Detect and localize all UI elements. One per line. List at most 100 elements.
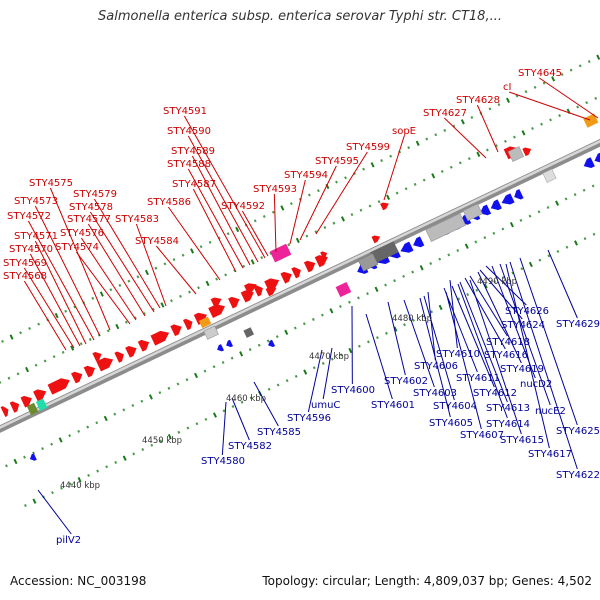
track-dot — [275, 335, 279, 339]
gene-label-lower: STY4625 — [556, 426, 600, 437]
forward-gene-arrow — [380, 202, 389, 211]
track-dot — [582, 188, 586, 192]
track-dot — [520, 267, 524, 271]
lower-label-leader — [547, 249, 578, 319]
reverse-gene-arrow — [226, 339, 233, 348]
track-dot — [28, 326, 32, 330]
kbp-tick-label: 4490 kbp — [477, 277, 517, 287]
grey-feature-block — [425, 213, 467, 242]
track-dot — [136, 275, 140, 279]
lower-label-leader — [423, 295, 455, 401]
track-dot — [403, 323, 406, 327]
track-dot — [330, 357, 334, 361]
track-dot — [222, 409, 226, 413]
reverse-gene-arrow — [217, 344, 224, 352]
track-dot — [32, 498, 37, 504]
upper-label-leader — [508, 91, 591, 121]
track-dot — [0, 380, 2, 384]
track-dot — [167, 433, 172, 440]
upper-label-leader — [187, 168, 244, 269]
upper-label-leader — [23, 267, 75, 349]
track-dot — [528, 214, 532, 218]
track-dot — [359, 208, 363, 212]
track-dot — [52, 355, 56, 359]
kbp-tick-labels: 4440 kbp 4450 kbp 4460 kbp 4470 kbp 4480 kbp… — [60, 277, 517, 491]
grey-feature-block — [542, 168, 557, 183]
track-dot — [43, 359, 47, 363]
gene-label-upper: STY4594 — [284, 170, 328, 181]
track-dot — [329, 308, 334, 314]
track-dot — [215, 277, 219, 281]
track-dot — [564, 197, 568, 201]
track-dot — [377, 200, 381, 204]
track-dot — [124, 320, 128, 324]
gene-label-upper: STY4579 — [73, 189, 117, 200]
track-dot — [558, 114, 561, 118]
gene-label-lower: STY4607 — [460, 430, 504, 441]
label-leader-lines — [23, 77, 599, 535]
gene-label-upper: STY4571 — [14, 231, 58, 242]
upper-label-leader — [183, 115, 266, 259]
upper-label-leader — [93, 198, 161, 309]
track-dot — [431, 173, 436, 179]
pink-feature-block — [269, 243, 292, 263]
track-dot — [205, 280, 210, 287]
forward-gene-arrow — [314, 255, 328, 268]
track-dot — [68, 434, 72, 438]
lower-label-leader — [499, 263, 551, 406]
track-dot — [163, 262, 167, 266]
forward-gene-arrow — [9, 401, 20, 413]
track-dot — [240, 400, 244, 404]
track-dot — [464, 243, 469, 249]
track-dot — [340, 216, 345, 222]
track-dot — [158, 391, 162, 395]
track-dot — [170, 299, 173, 303]
track-dot — [7, 376, 11, 380]
track-dot — [61, 350, 65, 354]
accession-text: Accession: NC_003198 — [10, 574, 147, 588]
track-dot — [208, 240, 212, 244]
track-dot — [13, 458, 18, 465]
track-dot — [132, 452, 136, 456]
track-dot — [344, 176, 347, 180]
topology-stats-text: Topology: circular; Length: 4,809,037 bp… — [262, 574, 592, 588]
track-dot — [447, 253, 451, 257]
reverse-gene-arrow — [268, 339, 276, 347]
upper-label-leader — [444, 117, 487, 159]
gene-label-upper: cI — [503, 82, 511, 93]
track-dot — [415, 140, 420, 147]
upper-label-leader — [87, 223, 146, 317]
track-dot — [569, 68, 573, 72]
forward-gene-arrow — [125, 346, 137, 358]
track-dot — [122, 408, 126, 412]
gene-label-upper: sopE — [392, 126, 416, 137]
gene-features — [0, 113, 600, 461]
track-dot — [41, 447, 44, 451]
track-dot — [64, 309, 68, 313]
gene-label-upper: STY4575 — [29, 178, 73, 189]
track-dot — [140, 399, 144, 403]
upper-label-leader — [167, 206, 221, 281]
upper-label-leader — [315, 151, 368, 235]
track-dot — [95, 421, 99, 425]
track-dot — [492, 231, 496, 235]
lower-label-leader — [449, 279, 458, 349]
track-dot — [307, 193, 311, 197]
forward-gene-arrow — [240, 290, 254, 303]
lower-label-leader — [509, 261, 578, 470]
forward-gene-arrow — [265, 287, 277, 297]
gene-label-lower: STY4612 — [473, 388, 517, 399]
track-dot — [547, 254, 551, 258]
lower-label-leader — [427, 291, 436, 361]
track-dot — [411, 270, 415, 274]
lower-label-leader — [403, 299, 435, 388]
olive-feature-block — [26, 402, 39, 416]
track-dot — [339, 304, 342, 309]
track-dot — [519, 218, 523, 222]
track-dot — [551, 76, 556, 82]
track-dot — [115, 323, 120, 330]
track-dot — [303, 369, 308, 375]
gene-label-lower: STY4629 — [556, 319, 600, 330]
track-dot — [69, 482, 72, 486]
